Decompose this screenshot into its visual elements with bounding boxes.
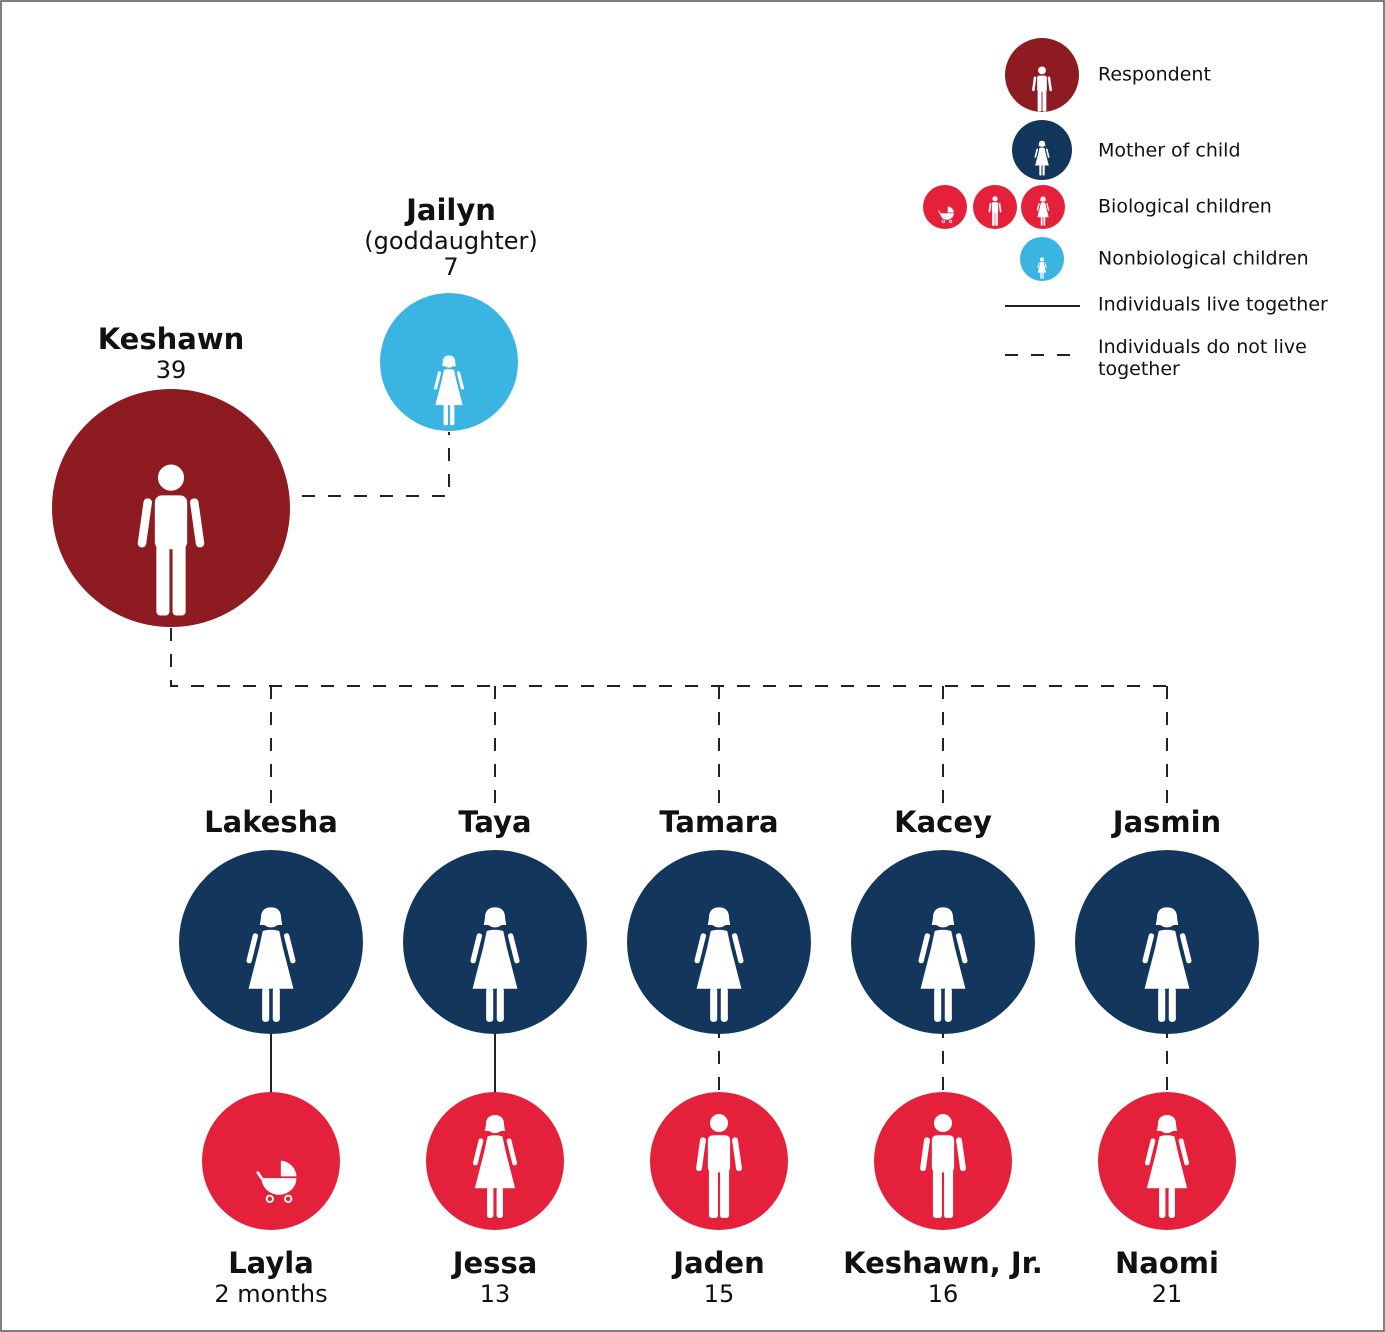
child-name: Jaden	[671, 1246, 764, 1280]
child-relation: (goddaughter)	[364, 227, 538, 255]
child-name: Jailyn	[404, 193, 496, 227]
legend-label: Biological children	[1098, 196, 1272, 218]
dashed-line	[170, 628, 1167, 687]
mother-name: Kacey	[894, 805, 992, 839]
mother-name: Lakesha	[204, 805, 338, 839]
legend-label: Individuals do not live together	[1098, 336, 1307, 380]
child-age: 13	[480, 1280, 511, 1308]
legend-biological	[923, 185, 967, 229]
legend-label-wrap: Individuals do not live together	[1098, 336, 1307, 380]
mother-name: Taya	[458, 805, 531, 839]
legend-label: Mother of child	[1098, 140, 1241, 162]
legend-label: Respondent	[1098, 64, 1211, 86]
mother-name: Jasmin	[1111, 805, 1221, 839]
respondent-age: 39	[156, 356, 187, 384]
legend-respondent	[1005, 38, 1079, 112]
child-age: 21	[1152, 1280, 1183, 1308]
child-age: 15	[704, 1280, 735, 1308]
child-name: Jessa	[451, 1246, 538, 1280]
child-age: 2 months	[214, 1280, 327, 1308]
child-age: 7	[443, 253, 458, 281]
child-name: Layla	[228, 1246, 314, 1280]
legend-label: Individuals live together	[1098, 294, 1328, 316]
connectors	[170, 305, 1168, 1094]
mother-name: Tamara	[659, 805, 778, 839]
child-name: Naomi	[1115, 1246, 1219, 1280]
legend-label: Nonbiological children	[1098, 248, 1309, 270]
child-age: 16	[928, 1280, 959, 1308]
child-circle	[202, 1092, 340, 1230]
dashed-line	[302, 432, 450, 497]
respondent-name: Keshawn	[98, 322, 245, 356]
child-name: Keshawn, Jr.	[843, 1246, 1043, 1280]
